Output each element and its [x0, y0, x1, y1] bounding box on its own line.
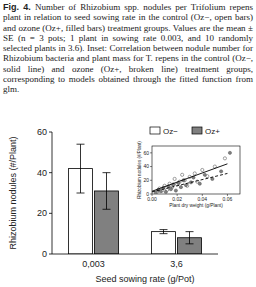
- scatter-point: [179, 186, 182, 189]
- scatter-point: [181, 173, 184, 176]
- inset-x-tick-label: 0.06: [223, 196, 233, 202]
- y-axis-label: Rhizobium nodules (#/Plant): [8, 136, 18, 249]
- error-bar: [103, 173, 111, 210]
- bar: [152, 232, 176, 254]
- scatter-point: [173, 177, 176, 180]
- scatter-point: [169, 188, 172, 191]
- scatter-point: [164, 190, 167, 193]
- inset-y-tick-label: 60: [143, 150, 149, 156]
- x-axis-label: Seed sowing rate (g/Pot): [95, 274, 194, 284]
- figure-label: Fig. 4.: [3, 2, 31, 12]
- scatter-point: [198, 182, 201, 185]
- legend-label: Oz−: [163, 127, 178, 136]
- inset-y-tick-label: 0: [146, 191, 149, 197]
- y-tick-label: 20: [37, 208, 47, 218]
- y-tick: [49, 213, 52, 214]
- y-tick: [49, 172, 52, 173]
- category-label: 0,003: [82, 259, 105, 269]
- scatter-point: [228, 151, 231, 154]
- scatter-point: [203, 173, 206, 176]
- inset-x-tick-label: 0.02: [172, 196, 182, 202]
- fit-line: [152, 164, 227, 191]
- inset-y-tick: [150, 152, 152, 153]
- inset-y-tick-label: 40: [143, 163, 149, 169]
- y-tick-label: 60: [37, 127, 47, 137]
- inset-y-tick: [150, 180, 152, 181]
- legend-swatch: [192, 127, 202, 134]
- y-tick-label: 40: [37, 168, 47, 178]
- y-tick: [49, 254, 52, 255]
- scatter-point: [220, 170, 223, 173]
- inset-y-tick-label: 20: [143, 177, 149, 183]
- inset-y-tick: [150, 194, 152, 195]
- error-bar: [160, 230, 168, 234]
- inset-x-tick-label: 0.04: [197, 196, 207, 202]
- error-bar: [77, 144, 85, 193]
- y-axis: [52, 132, 53, 254]
- inset-plot-area: [152, 151, 232, 194]
- scatter-point: [184, 183, 187, 186]
- y-tick: [49, 132, 52, 133]
- caption-text: Number of Rhizobium spp. nodules per Tri…: [3, 2, 253, 94]
- fit-line: [152, 173, 227, 192]
- scatter-point: [201, 168, 204, 171]
- legend-label: Oz+: [205, 127, 220, 136]
- category-label: 3,6: [170, 259, 183, 269]
- inset-frame: [152, 146, 240, 194]
- inset-x-tick-label: 0.00: [147, 196, 157, 202]
- scatter-point: [223, 157, 226, 160]
- y-tick-label: 0: [42, 249, 47, 259]
- error-bar: [186, 232, 194, 244]
- x-axis: [52, 254, 218, 255]
- figure: 0,003 3,6 0 20 40 60 Seed sowing rate (g/Pot) R…: [0, 0, 256, 287]
- scatter-point: [174, 189, 177, 192]
- inset-y-axis-label: Rhizobium nodules (#/Plant): [137, 141, 142, 199]
- scatter-point: [193, 172, 196, 175]
- legend-swatch: [150, 127, 160, 134]
- caption: Fig. 4. Number of Rhizobium spp. nodules…: [3, 2, 253, 95]
- inset-x-axis-label: Plant dry weight (g/Plant): [169, 203, 223, 208]
- inset-y-tick: [150, 166, 152, 167]
